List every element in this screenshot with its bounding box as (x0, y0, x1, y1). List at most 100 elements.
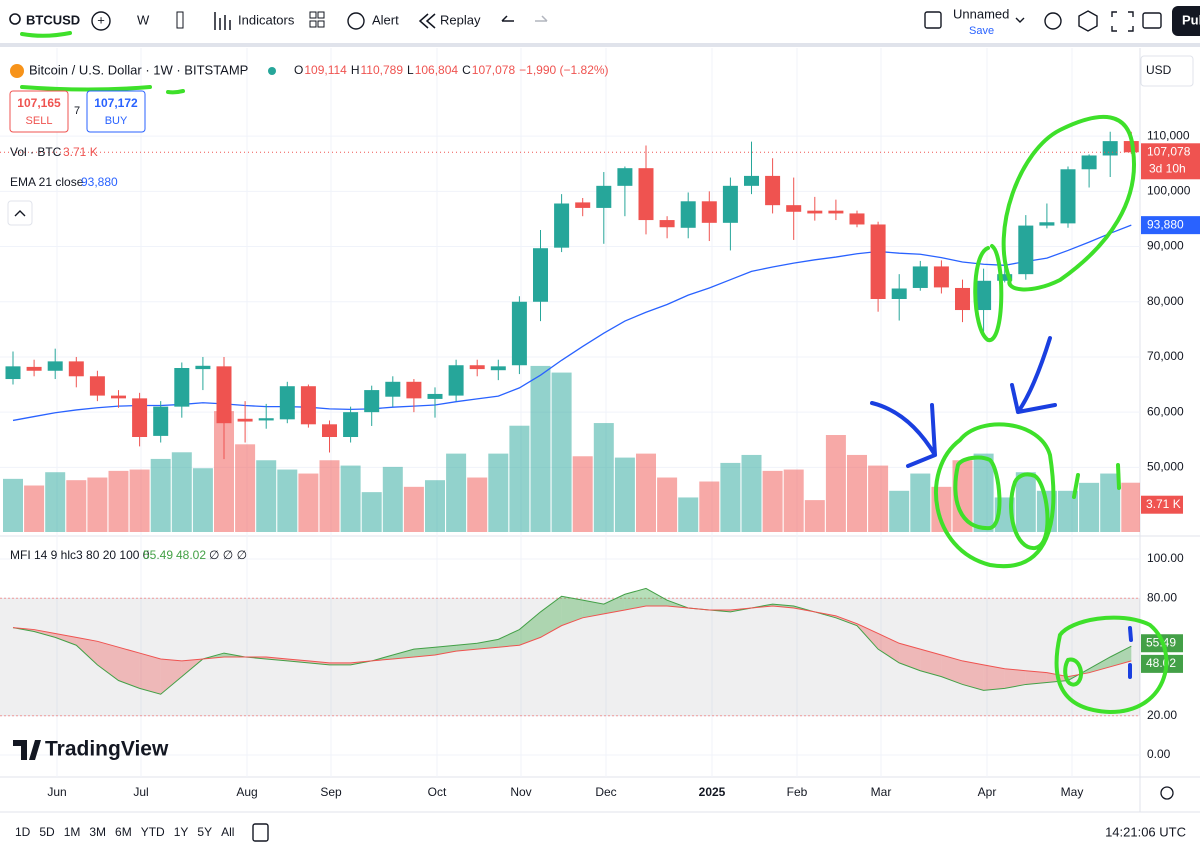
buy-button[interactable] (86, 90, 146, 133)
settings[interactable] (1078, 10, 1098, 32)
save[interactable]: Save (969, 25, 994, 37)
annotation (1054, 615, 1169, 715)
candle-body (385, 381, 401, 397)
add-symbol[interactable] (91, 11, 111, 31)
layout-checkbox[interactable] (924, 11, 942, 29)
layout-menu[interactable] (1015, 17, 1025, 23)
volume-bar (256, 460, 277, 532)
mfi-fill (477, 639, 499, 650)
volume-bar (467, 477, 488, 532)
mfi-fill (1110, 646, 1132, 667)
symbol[interactable]: BTCUSD (26, 12, 80, 27)
range-button[interactable]: 1M (64, 825, 81, 839)
alert[interactable]: Alert (372, 12, 399, 27)
mfi-fill (878, 633, 900, 663)
mfi-fill (392, 649, 414, 659)
collapse-legend[interactable] (7, 200, 33, 226)
brand-logo (13, 740, 41, 760)
mfi-fill (97, 641, 119, 681)
fullscreen[interactable] (1111, 11, 1134, 32)
ohlc-o-label: O (294, 63, 303, 77)
annotation (20, 31, 72, 38)
candle-body (111, 395, 126, 399)
candle-body (300, 386, 316, 425)
mfi-line (12, 605, 1132, 678)
candle-body (828, 210, 844, 214)
volume-bar (3, 478, 23, 532)
candle-body (47, 361, 63, 371)
volume-bar (678, 497, 699, 532)
candle-body (343, 412, 359, 437)
volume-bar (509, 425, 530, 532)
candle-body (849, 213, 865, 225)
candle-body (216, 366, 232, 424)
candle-body (364, 390, 380, 413)
range-button[interactable]: All (221, 825, 234, 839)
axis-settings[interactable] (1160, 786, 1174, 800)
x-tick-label: Jul (133, 785, 148, 799)
buy-label: BUY (105, 115, 128, 127)
candle-body (807, 210, 823, 214)
btc-icon (10, 64, 24, 78)
currency-box (1140, 55, 1194, 87)
volume-bar (1100, 473, 1121, 532)
last-price-label: 107,078 (1147, 144, 1191, 158)
redo[interactable] (535, 15, 548, 22)
volume-badge (1141, 495, 1183, 514)
ema-line (12, 224, 1132, 422)
templates-icon[interactable] (309, 11, 317, 19)
mfi-fill (118, 647, 140, 689)
quick-search[interactable] (1044, 12, 1062, 30)
layout-name[interactable]: Unnamed (953, 6, 1009, 21)
mfi-fill (55, 633, 77, 646)
templates-icon (317, 20, 325, 28)
range-button[interactable]: 5Y (197, 825, 212, 839)
mfi-fill (582, 600, 604, 618)
candle-body (659, 220, 675, 228)
snapshot[interactable] (1142, 12, 1162, 29)
chart-type-icon[interactable] (176, 11, 184, 29)
candle-body (722, 185, 738, 223)
search-icon[interactable] (9, 13, 21, 25)
sell-button[interactable] (9, 90, 69, 133)
ranges: 1D 5D 1M 3M 6M YTD 1Y 5Y All (15, 825, 234, 839)
ema-badge-label: 93,880 (1147, 217, 1184, 231)
alert-icon[interactable] (347, 12, 365, 30)
mfi-fill (1089, 657, 1111, 673)
mfi-fill (899, 643, 921, 671)
undo[interactable] (501, 15, 514, 22)
indicators[interactable]: Indicators (238, 12, 295, 27)
range-button[interactable]: 6M (115, 825, 132, 839)
range-button[interactable]: 5D (39, 825, 55, 839)
mfi-legend: MFI 14 9 hlc3 80 20 100 0 (10, 548, 150, 562)
candle-body (575, 202, 591, 208)
currency[interactable]: USD (1146, 63, 1172, 77)
interval[interactable]: W (137, 12, 150, 27)
volume-bar (889, 490, 910, 532)
replay[interactable]: Replay (440, 12, 481, 27)
sell-price: 107,165 (17, 96, 61, 110)
publish-button[interactable] (1172, 6, 1200, 36)
y-tick-label: 90,000 (1147, 239, 1184, 253)
date-range-icon[interactable] (252, 823, 269, 842)
volume-bar (699, 481, 720, 532)
y-tick-label: 80,000 (1147, 294, 1184, 308)
candle-body (490, 366, 506, 371)
candle-body (533, 248, 548, 302)
range-button[interactable]: 1Y (174, 825, 189, 839)
mfi-line (12, 587, 1132, 695)
mfi-fill (76, 637, 98, 665)
arrow (1010, 336, 1057, 414)
annotation (1063, 657, 1084, 687)
volume-bar (361, 492, 382, 532)
mfi-badge (1141, 654, 1183, 673)
x-tick-label: Apr (978, 785, 997, 799)
mfi-badge-label: 48.02 (1146, 656, 1176, 670)
volume-bar (847, 454, 867, 532)
range-button[interactable]: 1D (15, 825, 31, 839)
range-button[interactable]: 3M (89, 825, 106, 839)
mfi-fill (540, 596, 562, 638)
range-button[interactable]: YTD (141, 825, 165, 839)
x-tick-label: May (1061, 785, 1084, 799)
volume-bar (762, 470, 783, 532)
